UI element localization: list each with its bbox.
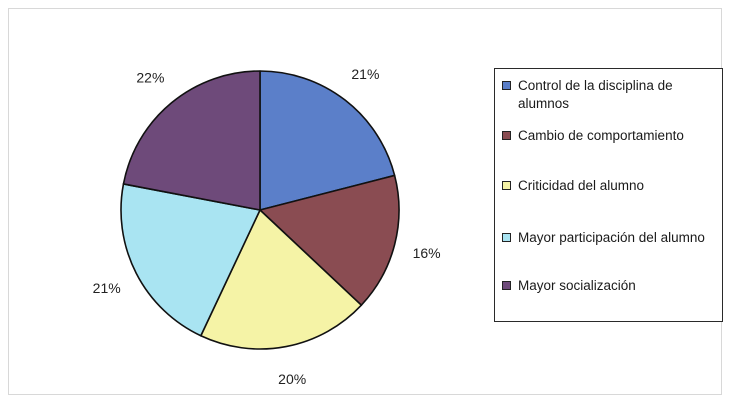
legend-swatch xyxy=(502,233,511,242)
legend-label: Mayor participación del alumno xyxy=(518,230,705,245)
legend-label: Cambio de comportamiento xyxy=(518,128,684,143)
legend-swatch xyxy=(502,81,511,90)
data-label: 21% xyxy=(93,280,121,296)
chart-legend: Control de la disciplina de alumnos Camb… xyxy=(494,68,723,322)
pie-slice xyxy=(120,183,261,337)
pie-slice xyxy=(259,70,396,211)
data-label: 21% xyxy=(351,66,379,82)
legend-label: Mayor socialización xyxy=(518,278,636,293)
legend-swatch xyxy=(502,181,511,190)
legend-label: Control de la disciplina de alumnos xyxy=(518,78,673,111)
pie-slice xyxy=(200,209,363,350)
data-label: 20% xyxy=(278,371,306,387)
legend-swatch xyxy=(502,281,511,290)
pie-slice xyxy=(122,70,261,211)
pie-slice xyxy=(259,174,400,306)
data-label: 16% xyxy=(413,245,441,261)
legend-swatch xyxy=(502,131,511,140)
legend-label: Criticidad del alumno xyxy=(518,178,645,193)
data-label: 22% xyxy=(136,70,164,86)
